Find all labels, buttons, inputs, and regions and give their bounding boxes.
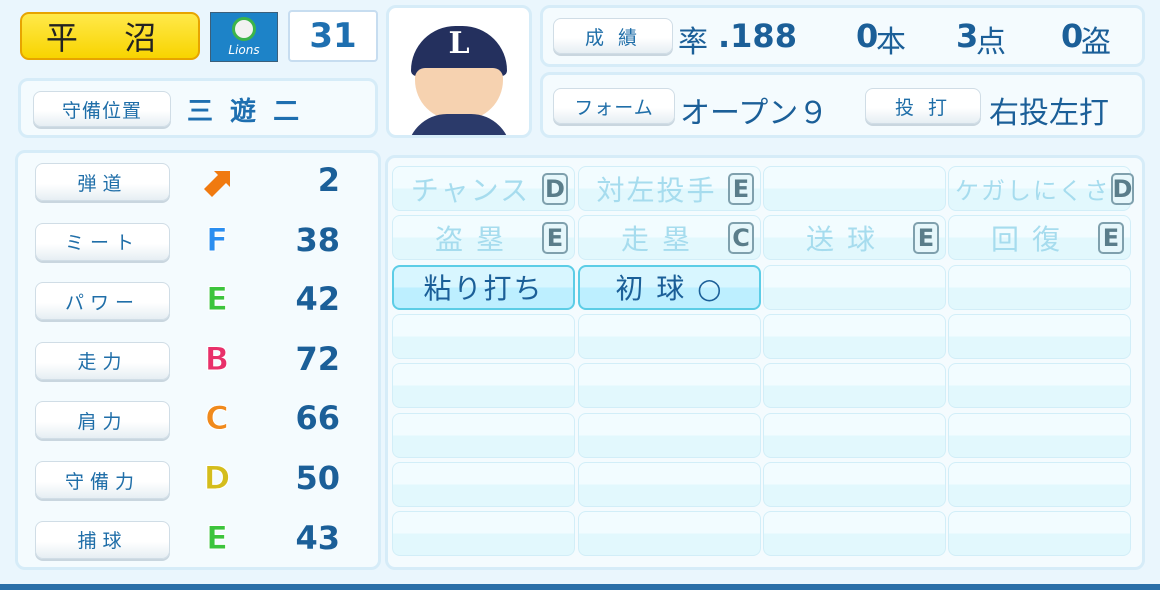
skill-cell[interactable]: 粘り打ち bbox=[392, 264, 575, 310]
skill-grade: E bbox=[913, 221, 939, 254]
form-value: オープン９ bbox=[680, 96, 829, 131]
ability-value: 2 bbox=[317, 161, 340, 199]
stats-panel: 成 績 率 .188 0 本 3 点 0 盗 bbox=[540, 5, 1145, 67]
ability-value: 43 bbox=[295, 518, 340, 557]
ability-grade: C bbox=[205, 399, 229, 438]
skill-cell[interactable]: 初 球 ○ bbox=[578, 264, 761, 310]
ability-button[interactable]: 肩力 bbox=[35, 401, 170, 440]
skill-cell[interactable] bbox=[763, 166, 946, 211]
skill-cell[interactable] bbox=[763, 461, 946, 507]
uniform-number: 31 bbox=[288, 10, 378, 62]
skill-cell[interactable] bbox=[392, 511, 575, 557]
skill-cell[interactable] bbox=[948, 412, 1131, 458]
rbi: 3 bbox=[956, 17, 979, 55]
skill-cell[interactable] bbox=[948, 363, 1131, 409]
ability-button[interactable]: パワー bbox=[35, 282, 170, 321]
ability-value: 42 bbox=[295, 280, 340, 319]
trajectory-arrow-icon bbox=[200, 167, 234, 197]
ability-value: 50 bbox=[295, 459, 340, 497]
batting-average: .188 bbox=[718, 17, 797, 55]
home-runs: 0 bbox=[856, 17, 879, 55]
ability-grade: B bbox=[204, 339, 230, 378]
skill-cell[interactable] bbox=[948, 313, 1131, 359]
skill-cell[interactable] bbox=[392, 412, 575, 458]
ability-value: 66 bbox=[295, 399, 340, 438]
team-logo: Lions bbox=[210, 12, 278, 62]
skill-label: 送 球 bbox=[806, 222, 877, 256]
skill-cell[interactable] bbox=[578, 511, 761, 557]
form-button[interactable]: フォーム bbox=[553, 88, 675, 124]
position-button[interactable]: 守備位置 bbox=[33, 91, 171, 127]
skill-cell[interactable]: チャンス D bbox=[392, 166, 575, 211]
skill-cell[interactable] bbox=[948, 461, 1131, 507]
ability-button[interactable]: ミート bbox=[35, 222, 170, 261]
sb-unit: 盗 bbox=[1081, 25, 1111, 60]
stolen-bases: 0 bbox=[1061, 17, 1084, 55]
skill-cell[interactable] bbox=[578, 461, 761, 507]
throw-bat-value: 右投左打 bbox=[989, 96, 1109, 131]
ability-value: 38 bbox=[295, 220, 340, 259]
ability-value: 72 bbox=[295, 339, 340, 378]
avg-label: 率 bbox=[678, 25, 708, 60]
ability-grade: F bbox=[206, 220, 229, 259]
skill-grade: D bbox=[542, 172, 568, 205]
player-name: 平 沼 bbox=[20, 12, 200, 60]
skill-cell[interactable] bbox=[578, 412, 761, 458]
skill-grade: E bbox=[728, 172, 754, 205]
uniform-icon bbox=[407, 114, 511, 135]
skill-cell[interactable] bbox=[763, 313, 946, 359]
ability-button[interactable]: 捕球 bbox=[35, 520, 170, 559]
throw-bat-button[interactable]: 投 打 bbox=[865, 88, 981, 124]
skill-label: チャンス bbox=[410, 173, 531, 207]
position-panel: 守備位置 三 遊 二 bbox=[18, 78, 378, 138]
skill-cell[interactable] bbox=[763, 412, 946, 458]
skill-cell[interactable]: ケガしにくさ D bbox=[948, 166, 1135, 211]
skill-cell[interactable] bbox=[578, 363, 761, 409]
skill-cell[interactable] bbox=[392, 363, 575, 409]
position-values: 三 遊 二 bbox=[187, 97, 304, 127]
skill-cell[interactable] bbox=[763, 511, 946, 557]
form-panel: フォーム オープン９ 投 打 右投左打 bbox=[540, 72, 1145, 138]
skill-cell[interactable] bbox=[392, 461, 575, 507]
ability-grade: D bbox=[203, 459, 231, 498]
skill-label: ケガしにくさ bbox=[955, 177, 1111, 205]
skill-label: 対左投手 bbox=[596, 173, 717, 207]
skill-cell[interactable] bbox=[763, 264, 946, 310]
rbi-unit: 点 bbox=[976, 25, 1006, 60]
stats-button[interactable]: 成 績 bbox=[553, 18, 673, 54]
lion-icon bbox=[232, 17, 256, 41]
skill-grade: E bbox=[542, 221, 568, 254]
ability-button[interactable]: 守備力 bbox=[35, 461, 170, 499]
skill-label: 盗 塁 bbox=[435, 222, 506, 256]
skill-grade: E bbox=[1098, 221, 1124, 254]
ability-button[interactable]: 弾道 bbox=[35, 163, 170, 201]
ability-grade: E bbox=[206, 518, 229, 557]
ability-button[interactable]: 走力 bbox=[35, 341, 170, 380]
player-portrait: L bbox=[386, 5, 532, 138]
skill-cell[interactable] bbox=[763, 363, 946, 409]
skill-grade: D bbox=[1110, 172, 1135, 205]
skill-label: 回 復 bbox=[991, 222, 1062, 256]
hr-unit: 本 bbox=[876, 25, 906, 60]
team-logo-text: Lions bbox=[228, 43, 260, 57]
skill-cell[interactable] bbox=[392, 313, 575, 359]
skill-grade: C bbox=[728, 221, 754, 254]
face-icon bbox=[415, 68, 503, 120]
ability-grade: E bbox=[206, 280, 229, 319]
skill-label: 走 塁 bbox=[621, 222, 692, 256]
skill-label: 初 球 ○ bbox=[615, 272, 724, 306]
skill-label: 粘り打ち bbox=[423, 272, 544, 306]
skill-cell[interactable] bbox=[578, 313, 761, 359]
skill-cell[interactable] bbox=[948, 511, 1131, 557]
skill-cell[interactable] bbox=[948, 264, 1131, 310]
bottom-bar bbox=[0, 584, 1160, 590]
skill-cell[interactable]: 対左投手 E bbox=[578, 166, 761, 211]
